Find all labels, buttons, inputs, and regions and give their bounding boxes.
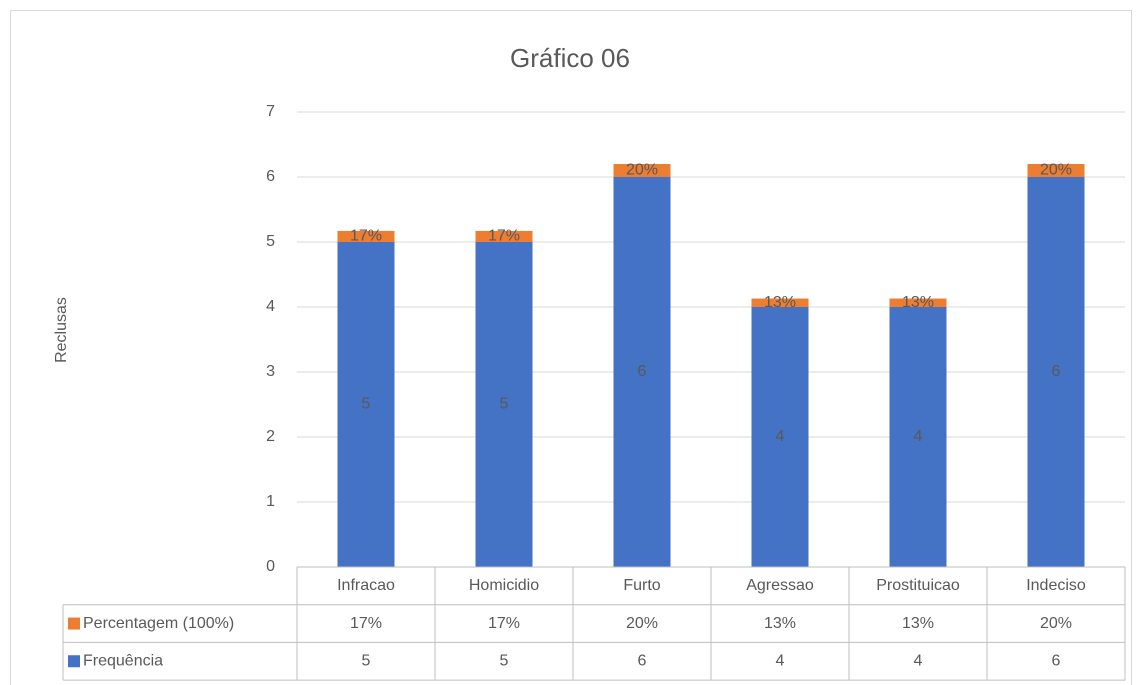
x-tick-label: Prostituicao — [876, 577, 960, 594]
table-cell: 4 — [776, 652, 785, 669]
data-label: 20% — [1040, 162, 1072, 179]
legend-label: Frequência — [83, 652, 163, 669]
y-tick-label: 2 — [266, 428, 275, 445]
data-label: 5 — [500, 396, 509, 413]
bar-segment — [475, 230, 533, 242]
data-label: 4 — [776, 428, 785, 445]
table-cell: 13% — [764, 615, 796, 632]
data-label: 17% — [488, 228, 520, 245]
table-cell: 5 — [362, 652, 371, 669]
x-tick-label: Homicidio — [469, 577, 539, 594]
table-cell: 17% — [350, 615, 382, 632]
y-tick-label: 3 — [266, 363, 275, 380]
bar-segment — [1027, 177, 1085, 567]
data-label: 6 — [1052, 363, 1061, 380]
data-label: 6 — [638, 363, 647, 380]
data-label: 4 — [914, 428, 923, 445]
table-cell: 6 — [1052, 652, 1061, 669]
bar-segment — [889, 307, 947, 567]
bar-segment — [613, 177, 671, 567]
data-label: 13% — [902, 294, 934, 311]
table-cell: 20% — [1040, 615, 1072, 632]
x-tick-label: Furto — [623, 577, 660, 594]
x-tick-label: Infracao — [337, 577, 395, 594]
table-cell: 4 — [914, 652, 923, 669]
legend-swatch — [68, 655, 80, 668]
data-label: 17% — [350, 228, 382, 245]
bar-segment — [751, 298, 809, 307]
table-cell: 6 — [638, 652, 647, 669]
data-label: 13% — [764, 294, 796, 311]
bar-segment — [475, 242, 533, 567]
table-cell: 17% — [488, 615, 520, 632]
table-cell: 5 — [500, 652, 509, 669]
legend-swatch — [68, 617, 80, 630]
bar-segment — [337, 230, 395, 242]
chart-title: Gráfico 06 — [510, 43, 630, 73]
bar-segment — [751, 307, 809, 567]
bar-segment — [337, 242, 395, 567]
data-label: 5 — [362, 396, 371, 413]
bar-segment — [613, 164, 671, 177]
y-tick-label: 1 — [266, 493, 275, 510]
table-cell: 13% — [902, 615, 934, 632]
x-tick-label: Indeciso — [1026, 577, 1086, 594]
y-tick-label: 4 — [266, 298, 275, 315]
y-axis-title: Reclusas — [53, 297, 70, 363]
y-tick-label: 0 — [266, 558, 275, 575]
y-tick-label: 5 — [266, 233, 275, 250]
y-tick-label: 6 — [266, 168, 275, 185]
x-tick-label: Agressao — [746, 577, 814, 594]
bar-segment — [1027, 164, 1085, 177]
data-label: 20% — [626, 162, 658, 179]
table-cell: 20% — [626, 615, 658, 632]
y-tick-label: 7 — [266, 103, 275, 120]
legend-label: Percentagem (100%) — [83, 615, 234, 632]
bar-segment — [889, 298, 947, 307]
